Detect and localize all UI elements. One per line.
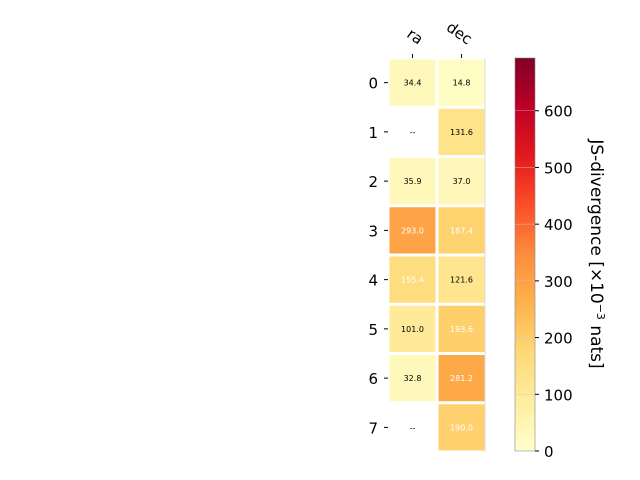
heatmap-cell bbox=[438, 59, 485, 106]
cell-value-label: 155.4 bbox=[401, 276, 424, 285]
cell-value-label: 34.4 bbox=[404, 79, 422, 88]
row-tick-label: 7 bbox=[368, 419, 378, 437]
cell-value-label: 131.6 bbox=[450, 128, 473, 137]
heatmap-cell bbox=[389, 158, 436, 205]
heatmap-cell bbox=[438, 158, 485, 205]
colorbar-tick-label: 200 bbox=[544, 330, 573, 348]
colorbar-tick-label: 300 bbox=[544, 273, 573, 291]
colorbar-tick-label: 100 bbox=[544, 386, 573, 404]
row-tick-label: 0 bbox=[368, 75, 378, 93]
heatmap-cell bbox=[438, 305, 485, 352]
row-tick-label: 6 bbox=[368, 370, 378, 388]
heatmap-cell bbox=[389, 305, 436, 352]
heatmap-cell bbox=[438, 404, 485, 451]
colorbar-title-base: JS-divergence [×10 bbox=[586, 138, 606, 303]
row-tick-label: 2 bbox=[368, 173, 378, 191]
cell-value-label: -- bbox=[410, 128, 416, 137]
heatmap-cell bbox=[438, 207, 485, 254]
cell-value-label: 193.6 bbox=[450, 325, 473, 334]
row-tick-label: 3 bbox=[368, 222, 378, 240]
row-tick-label: 4 bbox=[368, 272, 378, 290]
cell-value-label: 32.8 bbox=[404, 374, 422, 383]
heatmap-cell bbox=[389, 256, 436, 303]
colorbar-gradient bbox=[514, 57, 536, 452]
cell-value-label: 37.0 bbox=[453, 177, 471, 186]
colorbar-tick-label: 600 bbox=[544, 103, 573, 121]
heatmap-cell bbox=[389, 59, 436, 106]
heatmap-cell bbox=[438, 355, 485, 402]
colorbar-tick-label: 0 bbox=[544, 443, 554, 461]
heatmap-cell bbox=[389, 207, 436, 254]
colorbar-title-exponent: −3 bbox=[595, 304, 608, 320]
heatmap-grid: 34.4 14.8 -- 131.6 35.9 37.0 293.0 187.4 155.4 12… bbox=[389, 59, 485, 451]
row-tick-label: 1 bbox=[368, 124, 378, 142]
colorbar-title-tail: nats] bbox=[586, 320, 606, 369]
colorbar-tick-label: 400 bbox=[544, 216, 573, 234]
colorbar-title: JS-divergence [×10−3 nats] bbox=[586, 138, 608, 368]
heatmap-cell bbox=[438, 108, 485, 155]
cell-value-label: -- bbox=[410, 423, 416, 432]
heatmap-cell bbox=[389, 355, 436, 402]
cell-value-label: 35.9 bbox=[404, 177, 422, 186]
cell-value-label: 281.2 bbox=[450, 374, 473, 383]
cell-value-label: 187.4 bbox=[450, 226, 473, 235]
column-tick-label: dec bbox=[443, 18, 475, 48]
heatmap-cell bbox=[438, 256, 485, 303]
row-tick-label: 5 bbox=[368, 321, 378, 339]
cell-value-label: 101.0 bbox=[401, 325, 424, 334]
column-tick-label: ra bbox=[404, 25, 427, 49]
cell-value-label: 14.8 bbox=[453, 79, 471, 88]
cell-value-label: 121.6 bbox=[450, 276, 473, 285]
colorbar: JS-divergence [×10−3 nats] 0 100 200 300 400… bbox=[514, 57, 608, 461]
cell-value-label: 190.0 bbox=[450, 423, 473, 432]
colorbar-tick-label: 500 bbox=[544, 159, 573, 177]
cell-value-label: 293.0 bbox=[401, 226, 424, 235]
